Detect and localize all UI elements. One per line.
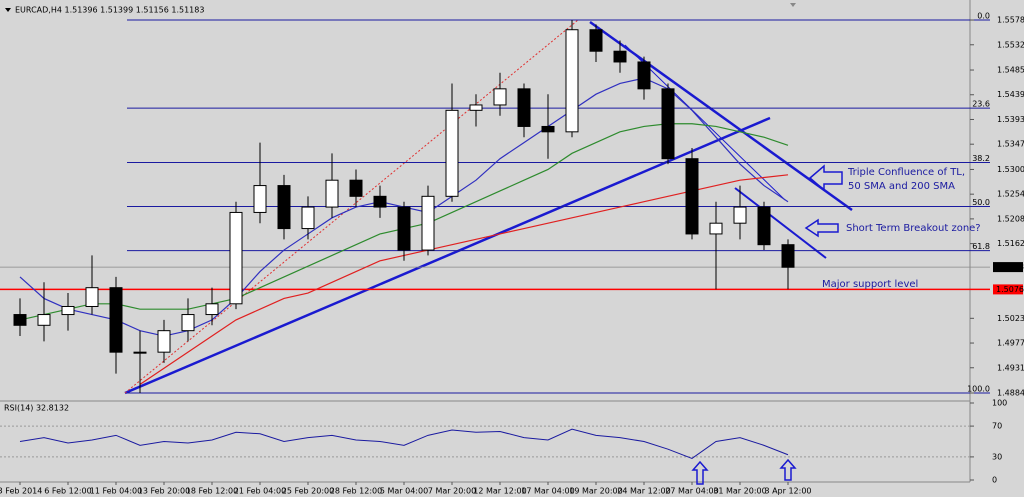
x-tick-label: 11 Feb 04:00 — [90, 487, 142, 496]
x-tick-label: 13 Feb 20:00 — [138, 487, 190, 496]
y-tick-label: 1.55780 — [997, 16, 1024, 25]
candle-body — [157, 330, 171, 353]
y-tick-label: 1.54390 — [997, 90, 1024, 99]
candle-body — [253, 185, 267, 213]
y-tick-label: 1.49770 — [997, 339, 1024, 348]
candle-body — [421, 195, 435, 251]
candle-body — [733, 206, 747, 224]
header: EURCAD,H4 1.51396 1.51399 1.51156 1.5118… — [15, 6, 204, 15]
arrow — [804, 218, 839, 238]
current-price-box — [993, 262, 1023, 273]
annotation: Major support level — [822, 279, 918, 290]
rsi-line — [19, 428, 789, 460]
x-tick-label: 7 Mar 20:00 — [428, 487, 476, 496]
arrow — [691, 460, 709, 485]
x-tick-label: 17 Mar 04:00 — [521, 487, 574, 496]
y-tick-label: 1.52540 — [997, 190, 1024, 199]
candle-body — [397, 206, 411, 251]
x-tick-label: 5 Mar 04:00 — [380, 487, 428, 496]
candle-body — [613, 50, 627, 63]
candle-body — [133, 351, 147, 354]
y-tick-label: 1.52080 — [997, 214, 1024, 223]
x-tick-label: 6 Feb 12:00 — [44, 487, 91, 496]
y-tick-label: 1.53470 — [997, 140, 1024, 149]
candle-body — [661, 88, 675, 160]
candle-body — [637, 61, 651, 90]
candle-body — [493, 88, 507, 106]
support-label: 1.50768 — [996, 285, 1024, 294]
x-tick-label: 19 Mar 20:00 — [569, 487, 622, 496]
candle-body — [325, 179, 339, 208]
fib-label: 61.8 — [972, 242, 990, 251]
support-box — [993, 284, 1023, 295]
candle-body — [205, 303, 219, 316]
arrow — [808, 164, 843, 192]
candle-body — [13, 314, 27, 326]
candle-body — [181, 314, 195, 332]
rsi-tick-label: 70 — [992, 422, 1002, 431]
fib-label: 38.2 — [972, 154, 990, 163]
fib-label: 100.0 — [967, 385, 990, 394]
rsi-tick-label: 0 — [992, 476, 997, 485]
y-tick-label: 1.48840 — [997, 389, 1024, 398]
x-tick-label: 24 Mar 12:00 — [617, 487, 670, 496]
uptrend-line — [124, 116, 771, 395]
y-tick-label: 1.53930 — [997, 115, 1024, 124]
fib-label: 0.0 — [977, 12, 990, 21]
y-tick-label: 1.50230 — [997, 314, 1024, 323]
candle-body — [757, 206, 771, 246]
y-tick-label: 1.55320 — [997, 40, 1024, 49]
candle-body — [781, 244, 795, 268]
y-tick-label: 1.53000 — [997, 165, 1024, 174]
x-tick-label: 28 Feb 12:00 — [330, 487, 382, 496]
current-price-label: 1.51183 — [996, 263, 1024, 272]
fib-label: 23.6 — [972, 100, 990, 109]
y-tick-label: 1.49310 — [997, 363, 1024, 372]
short-trend-line — [734, 187, 827, 259]
annotation: Short Term Breakout zone? — [846, 223, 981, 234]
arrow — [779, 458, 797, 481]
scroll-icon — [790, 3, 796, 7]
x-tick-label: 21 Feb 04:00 — [234, 487, 286, 496]
downtrend-line — [624, 44, 786, 201]
x-tick-label: 12 Mar 12:00 — [473, 487, 526, 496]
y-tick-label: 1.51620 — [997, 239, 1024, 248]
candle-body — [109, 287, 123, 353]
annotation: Triple Confluence of TL, — [847, 167, 965, 178]
y-tick-label: 1.54850 — [997, 66, 1024, 75]
candle-body — [301, 206, 315, 230]
candle-body — [229, 211, 243, 305]
candle-body — [61, 305, 75, 316]
candle-body — [37, 314, 51, 326]
candle-body — [85, 287, 99, 307]
candle-body — [709, 222, 723, 235]
candle-body — [469, 104, 483, 111]
candle-body — [373, 195, 387, 208]
rsi-tick-label: 100 — [992, 399, 1007, 408]
candle-body — [541, 125, 555, 133]
fib-label: 50.0 — [972, 198, 990, 207]
x-tick-label: 18 Feb 12:00 — [186, 487, 238, 496]
candle-body — [517, 88, 531, 127]
candle-body — [685, 158, 699, 235]
x-tick-label: 3 Feb 2014 — [0, 487, 42, 496]
rsi-label: RSI(14) 32.8132 — [4, 404, 69, 413]
candle-body — [589, 29, 603, 52]
candle-body — [277, 185, 291, 230]
moving-average — [139, 174, 789, 385]
annotation: 50 SMA and 200 SMA — [848, 181, 955, 192]
x-tick-label: 3 Apr 12:00 — [764, 487, 811, 496]
candle-body — [349, 179, 363, 197]
menu-icon — [5, 8, 11, 12]
x-tick-label: 31 Mar 20:00 — [713, 487, 766, 496]
candle-body — [565, 29, 579, 133]
x-tick-label: 27 Mar 04:00 — [665, 487, 718, 496]
rsi-tick-label: 30 — [992, 452, 1002, 461]
candle-body — [445, 109, 459, 197]
x-tick-label: 25 Feb 20:00 — [282, 487, 334, 496]
